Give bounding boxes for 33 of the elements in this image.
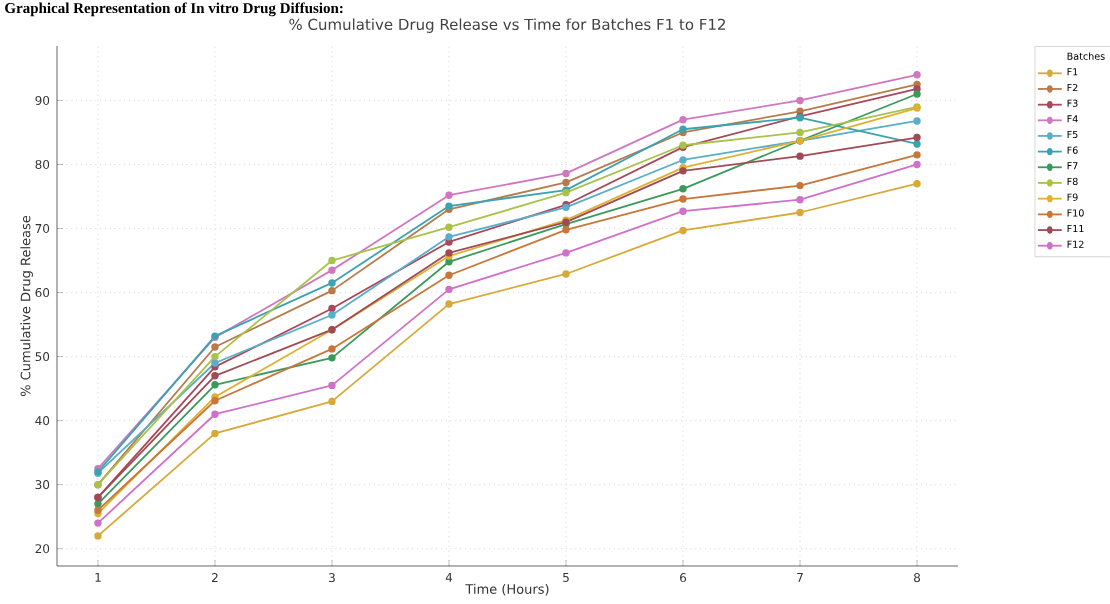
legend-label: F3 [1067,99,1078,107]
legend-label: F1 [1067,68,1078,76]
legend-label: F2 [1067,83,1078,92]
x-tick-label: 8 [914,573,921,583]
y-tick-label: 70 [35,223,50,234]
legend-label: F6 [1067,146,1078,154]
y-tick-label: 30 [35,480,50,490]
x-tick-label: 3 [329,573,335,583]
legend-title: Batches [1067,52,1105,60]
y-tick-label: 20 [35,544,50,554]
x-tick-label: 5 [563,573,569,582]
x-tick-label: 1 [95,573,101,582]
legend-label: F11 [1067,225,1084,233]
legend-label: F9 [1067,193,1078,201]
y-axis-title: % Cumulative Drug Release [20,215,33,397]
y-tick-label: 50 [35,352,50,362]
legend-label: F10 [1067,209,1084,217]
y-tick-label: 40 [35,416,50,426]
y-tick-label: 90 [35,95,50,105]
chart-title: % Cumulative Drug Release vs Time for Batches F1 to F12 [289,18,725,33]
x-tick-label: 4 [445,573,453,582]
text: Graphical Representation of In vitro Drug Diffusion: [5,2,343,17]
x-tick-label: 7 [797,573,803,582]
x-axis-title: Time (Hours) [465,583,549,596]
legend-label: F12 [1067,240,1084,248]
legend-label: F7 [1067,162,1078,170]
x-tick-label: 2 [212,573,218,582]
legend-label: F5 [1067,130,1078,139]
legend-label: F4 [1067,115,1078,123]
legend-label: F8 [1067,177,1078,186]
x-tick-label: 6 [680,573,687,583]
y-tick-label: 80 [35,159,50,169]
y-tick-label: 60 [35,288,50,298]
